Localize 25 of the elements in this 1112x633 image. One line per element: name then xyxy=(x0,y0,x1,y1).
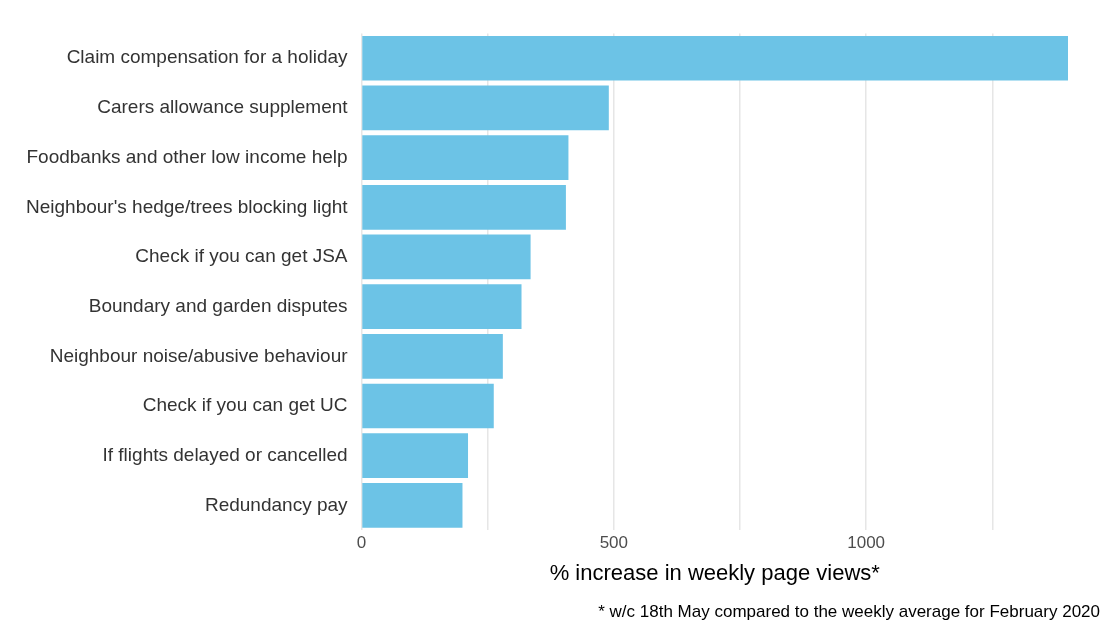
bar xyxy=(362,333,503,379)
x-tick-label: 0 xyxy=(356,533,367,553)
bar xyxy=(362,284,522,329)
y-tick-label: Redundancy pay xyxy=(204,493,349,515)
y-tick-label: Foodbanks and other low income help xyxy=(26,145,348,167)
y-tick-label: Carers allowance supplement xyxy=(97,96,349,118)
x-tick-label: 500 xyxy=(599,533,629,553)
y-tick-label: Claim compensation for a holiday xyxy=(66,46,349,68)
y-tick-label: Neighbour's hedge/trees blocking light xyxy=(25,195,349,217)
bar xyxy=(362,234,531,280)
y-tick-label: Neighbour noise/abusive behaviour xyxy=(49,344,349,366)
bar xyxy=(362,184,566,230)
y-tick-label: Boundary and garden disputes xyxy=(88,294,348,316)
text: * w/c 18th May compared to the weekly average for February 2020 xyxy=(598,602,1100,622)
x-tick-label: 1000 xyxy=(847,533,886,553)
bar xyxy=(362,483,463,528)
x-axis-title: % increase in weekly page views* xyxy=(549,559,881,585)
y-tick-label: If flights delayed or cancelled xyxy=(102,443,348,465)
bar xyxy=(362,433,469,479)
y-tick-label: Check if you can get UC xyxy=(142,394,348,416)
bar xyxy=(362,35,1068,81)
bar xyxy=(362,383,494,429)
bar xyxy=(362,85,609,131)
y-tick-label: Check if you can get JSA xyxy=(135,245,348,267)
bar xyxy=(362,135,569,180)
